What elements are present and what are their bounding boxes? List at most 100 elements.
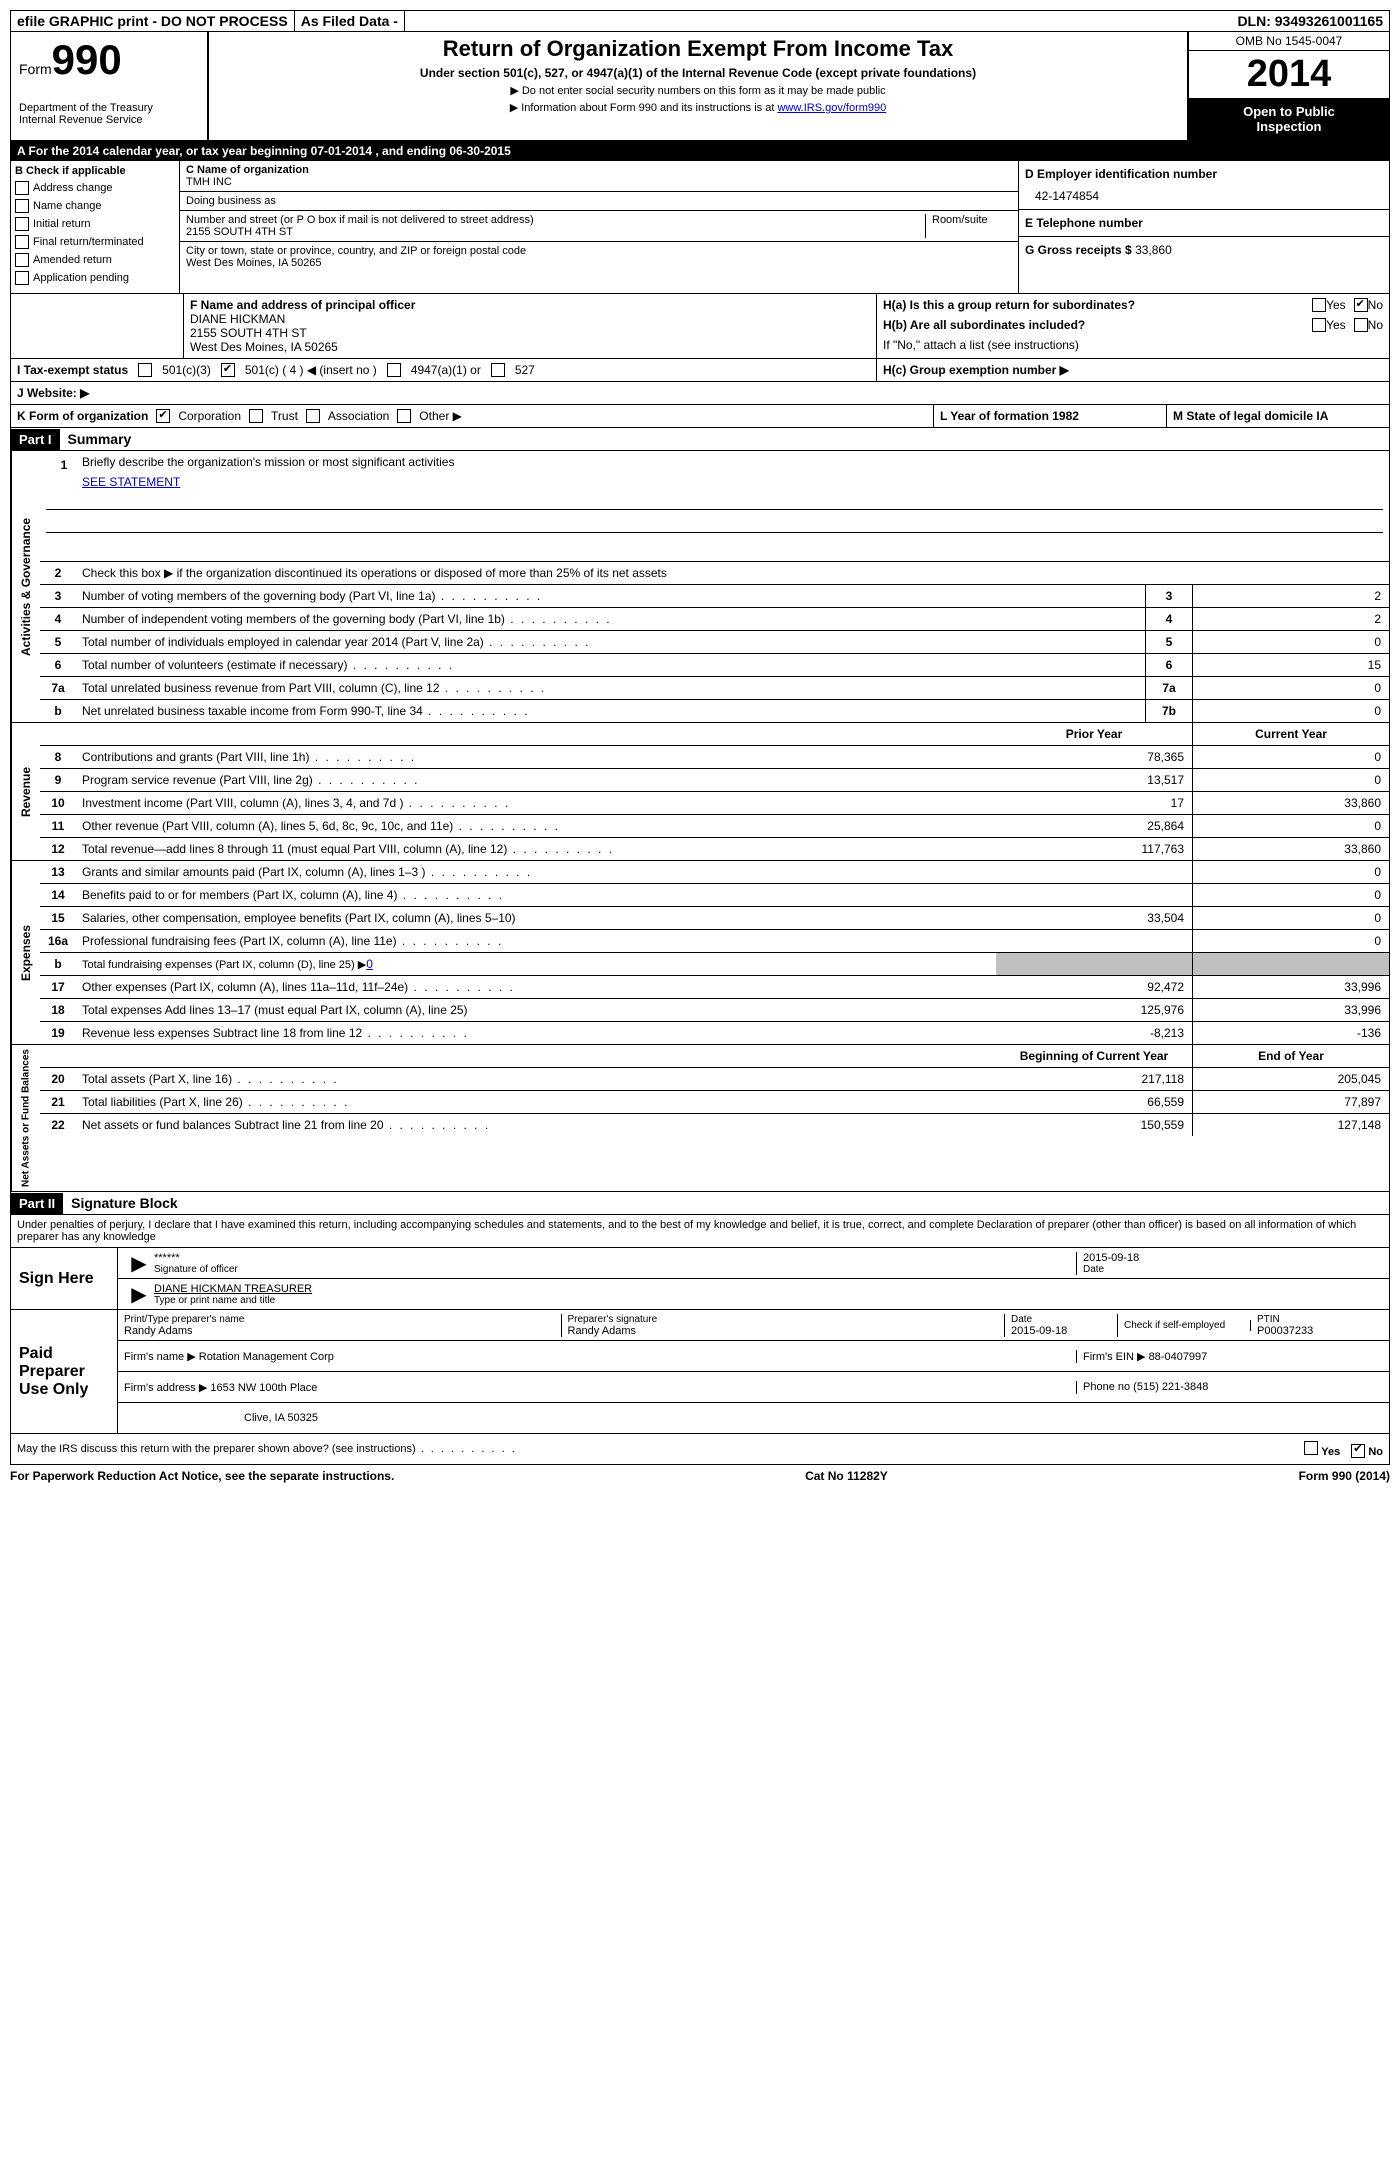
omb-number: OMB No 1545-0047 — [1189, 32, 1389, 51]
form-title: Return of Organization Exempt From Incom… — [217, 36, 1179, 62]
gross-label: G Gross receipts $ — [1025, 243, 1132, 257]
line14-prior — [996, 884, 1193, 906]
line14-cur: 0 — [1193, 884, 1389, 906]
form-word: Form — [19, 61, 52, 77]
part1-row: Part I Summary — [10, 428, 1390, 451]
527-checkbox[interactable] — [491, 363, 505, 377]
line4-desc: Number of independent voting members of … — [76, 609, 1145, 629]
501c3-checkbox[interactable] — [138, 363, 152, 377]
discuss-no-checkbox[interactable] — [1351, 1444, 1365, 1458]
prep-name-label: Print/Type preparer's name — [124, 1314, 555, 1325]
l-label: L Year of formation 1982 — [934, 405, 1167, 427]
year-box: OMB No 1545-0047 2014 Open to PublicInsp… — [1187, 32, 1389, 140]
assoc-checkbox[interactable] — [306, 409, 320, 423]
line18-prior: 125,976 — [996, 999, 1193, 1021]
row-f-h: F Name and address of principal officer … — [10, 294, 1390, 359]
line21-cur: 77,897 — [1193, 1091, 1389, 1113]
line21-desc: Total liabilities (Part X, line 26) — [76, 1092, 996, 1112]
open-public: Open to PublicInspection — [1189, 98, 1389, 140]
form-header: Form990 Department of the Treasury Inter… — [10, 32, 1390, 141]
footer: For Paperwork Reduction Act Notice, see … — [10, 1465, 1390, 1487]
line8-prior: 78,365 — [996, 746, 1193, 768]
line17-desc: Other expenses (Part IX, column (A), lin… — [76, 977, 996, 997]
checkbox-name[interactable] — [15, 199, 29, 213]
discuss-label: May the IRS discuss this return with the… — [17, 1443, 517, 1455]
trust-checkbox[interactable] — [249, 409, 263, 423]
tax-year: 2014 — [1189, 51, 1389, 98]
501c-checkbox[interactable] — [221, 363, 235, 377]
prep-date-label: Date — [1011, 1314, 1111, 1325]
arrow-icon: ▶ — [124, 1282, 154, 1307]
title-box: Return of Organization Exempt From Incom… — [209, 32, 1187, 140]
form-subtitle: Under section 501(c), 527, or 4947(a)(1)… — [217, 66, 1179, 80]
line13-prior — [996, 861, 1193, 883]
paperwork-notice: For Paperwork Reduction Act Notice, see … — [10, 1469, 394, 1483]
line7b-val: 0 — [1193, 700, 1389, 722]
gov-side-label: Activities & Governance — [11, 451, 40, 722]
info-link-line: ▶ Information about Form 990 and its ins… — [217, 101, 1179, 114]
ha-no-checkbox[interactable] — [1354, 298, 1368, 312]
phone-label: E Telephone number — [1025, 216, 1383, 230]
line5-desc: Total number of individuals employed in … — [76, 632, 1145, 652]
line16b-cur — [1193, 953, 1389, 975]
m-label: M State of legal domicile IA — [1167, 405, 1389, 427]
line20-prior: 217,118 — [996, 1068, 1193, 1090]
checkbox-final[interactable] — [15, 235, 29, 249]
line20-cur: 205,045 — [1193, 1068, 1389, 1090]
officer-label: F Name and address of principal officer — [190, 298, 870, 312]
sig-date: 2015-09-18 — [1083, 1252, 1383, 1264]
line22-cur: 127,148 — [1193, 1114, 1389, 1136]
line11-cur: 0 — [1193, 815, 1389, 837]
hb-yes-checkbox[interactable] — [1312, 318, 1326, 332]
firm-phone-label: Phone no — [1083, 1381, 1130, 1393]
hb-no-checkbox[interactable] — [1354, 318, 1368, 332]
ein-value: 42-1474854 — [1025, 189, 1383, 203]
firm-city: Clive, IA 50325 — [124, 1412, 1383, 1424]
line16b-link[interactable]: 0 — [366, 957, 373, 971]
info-ssn: ▶ Do not enter social security numbers o… — [217, 84, 1179, 97]
col-f: F Name and address of principal officer … — [184, 294, 877, 358]
checkbox-address[interactable] — [15, 181, 29, 195]
room-label: Room/suite — [925, 214, 1012, 238]
ha-yes-checkbox[interactable] — [1312, 298, 1326, 312]
tax-status-label: I Tax-exempt status — [17, 363, 128, 377]
sig-officer-label: Signature of officer — [154, 1264, 1076, 1275]
arrow-icon: ▶ — [124, 1251, 154, 1276]
end-year-header: End of Year — [1193, 1045, 1389, 1067]
discuss-yes-checkbox[interactable] — [1304, 1441, 1318, 1455]
see-statement-link[interactable]: SEE STATEMENT — [82, 475, 180, 489]
perjury-text: Under penalties of perjury, I declare th… — [11, 1215, 1389, 1247]
line22-desc: Net assets or fund balances Subtract lin… — [76, 1115, 996, 1135]
efile-label: efile GRAPHIC print - DO NOT PROCESS — [11, 11, 295, 31]
checkbox-initial[interactable] — [15, 217, 29, 231]
line15-prior: 33,504 — [996, 907, 1193, 929]
officer-name-sig: DIANE HICKMAN TREASURER — [154, 1283, 1383, 1295]
gross-value: 33,860 — [1135, 243, 1172, 257]
hc-label: H(c) Group exemption number ▶ — [877, 359, 1389, 381]
k-label: K Form of organization — [17, 409, 148, 423]
irs-link[interactable]: www.IRS.gov/form990 — [777, 102, 886, 114]
dln: DLN: 93493261001165 — [1231, 11, 1389, 31]
line18-desc: Total expenses Add lines 13–17 (must equ… — [76, 1000, 996, 1020]
line11-desc: Other revenue (Part VIII, column (A), li… — [76, 816, 996, 836]
firm-addr-label: Firm's address ▶ — [124, 1382, 207, 1394]
checkbox-amended[interactable] — [15, 253, 29, 267]
form-label-box: Form990 Department of the Treasury Inter… — [11, 32, 209, 140]
checkbox-app[interactable] — [15, 271, 29, 285]
line9-prior: 13,517 — [996, 769, 1193, 791]
line5-val: 0 — [1193, 631, 1389, 653]
corp-checkbox[interactable] — [156, 409, 170, 423]
other-checkbox[interactable] — [397, 409, 411, 423]
firm-name-label: Firm's name ▶ — [124, 1351, 196, 1363]
col-b-label: B Check if applicable — [15, 165, 175, 177]
prep-sig: Randy Adams — [568, 1325, 999, 1337]
line20-desc: Total assets (Part X, line 16) — [76, 1069, 996, 1089]
line19-prior: -8,213 — [996, 1022, 1193, 1044]
line13-cur: 0 — [1193, 861, 1389, 883]
line15-cur: 0 — [1193, 907, 1389, 929]
4947-checkbox[interactable] — [387, 363, 401, 377]
dept-treasury: Department of the Treasury — [19, 102, 199, 114]
section-a: A For the 2014 calendar year, or tax yea… — [10, 141, 1390, 161]
cat-no: Cat No 11282Y — [805, 1469, 888, 1483]
firm-name: Rotation Management Corp — [199, 1351, 334, 1363]
